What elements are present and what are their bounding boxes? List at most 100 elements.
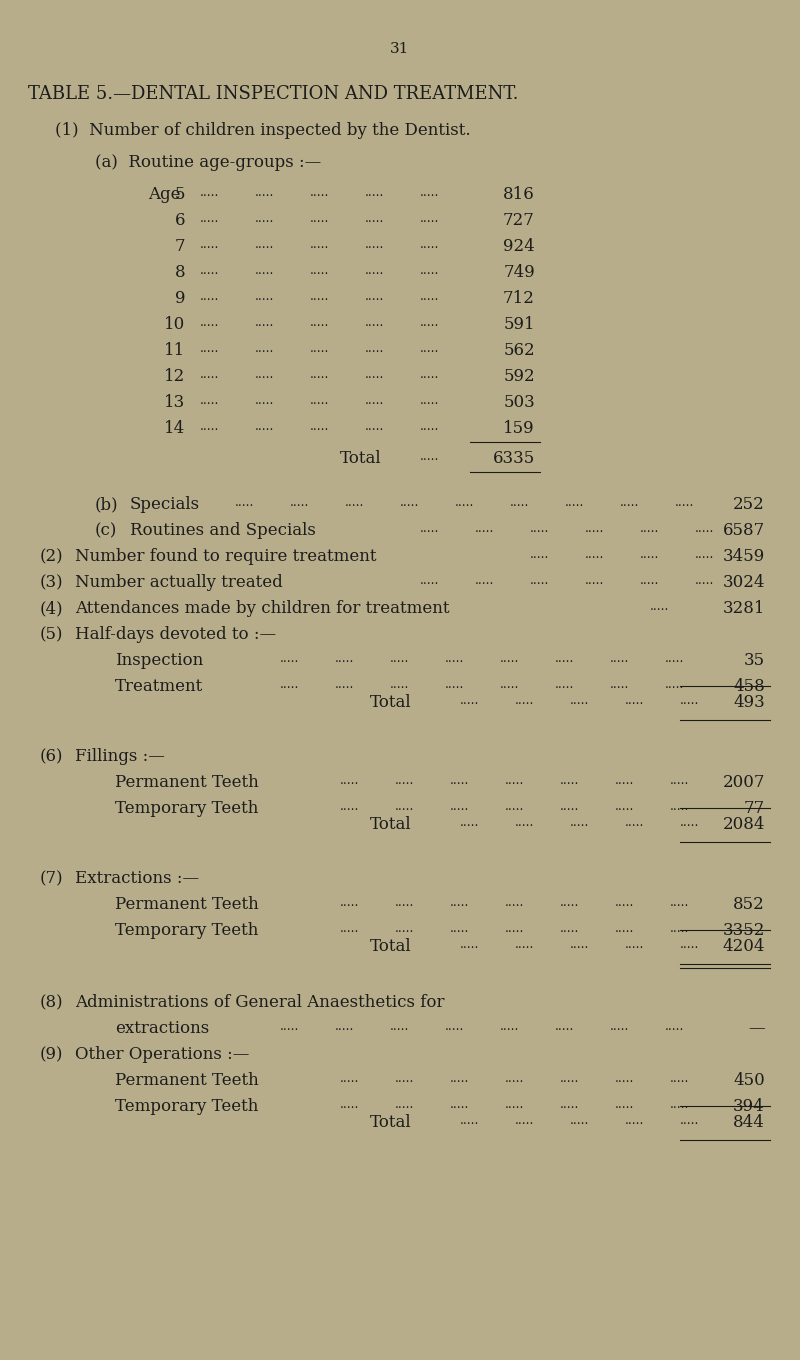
Text: .....: ..... — [585, 548, 604, 560]
Text: .....: ..... — [365, 369, 384, 381]
Text: .....: ..... — [460, 1114, 479, 1127]
Text: 77: 77 — [744, 800, 765, 817]
Text: .....: ..... — [505, 922, 524, 936]
Text: .....: ..... — [310, 316, 330, 329]
Text: .....: ..... — [280, 1020, 299, 1034]
Text: Temporary Teeth: Temporary Teeth — [115, 922, 258, 938]
Text: .....: ..... — [615, 896, 634, 908]
Text: .....: ..... — [420, 238, 439, 252]
Text: .....: ..... — [340, 800, 359, 813]
Text: Specials: Specials — [130, 496, 200, 513]
Text: .....: ..... — [420, 450, 439, 462]
Text: .....: ..... — [390, 679, 410, 691]
Text: 844: 844 — [733, 1114, 765, 1132]
Text: .....: ..... — [570, 694, 590, 707]
Text: .....: ..... — [365, 341, 384, 355]
Text: .....: ..... — [650, 600, 670, 613]
Text: 503: 503 — [503, 394, 535, 411]
Text: .....: ..... — [200, 186, 219, 199]
Text: .....: ..... — [200, 212, 219, 224]
Text: extractions: extractions — [115, 1020, 210, 1036]
Text: 252: 252 — [734, 496, 765, 513]
Text: 3352: 3352 — [722, 922, 765, 938]
Text: .....: ..... — [335, 679, 354, 691]
Text: .....: ..... — [420, 574, 439, 588]
Text: Half-days devoted to :—: Half-days devoted to :— — [75, 626, 276, 643]
Text: 749: 749 — [503, 264, 535, 282]
Text: .....: ..... — [505, 896, 524, 908]
Text: Number actually treated: Number actually treated — [75, 574, 282, 592]
Text: .....: ..... — [675, 496, 694, 509]
Text: .....: ..... — [625, 938, 644, 951]
Text: (b): (b) — [95, 496, 118, 513]
Text: .....: ..... — [670, 922, 690, 936]
Text: .....: ..... — [640, 574, 659, 588]
Text: .....: ..... — [420, 341, 439, 355]
Text: (7): (7) — [40, 870, 64, 887]
Text: .....: ..... — [420, 420, 439, 432]
Text: .....: ..... — [460, 816, 479, 830]
Text: Temporary Teeth: Temporary Teeth — [115, 1098, 258, 1115]
Text: .....: ..... — [310, 212, 330, 224]
Text: .....: ..... — [585, 574, 604, 588]
Text: .....: ..... — [200, 238, 219, 252]
Text: .....: ..... — [615, 1098, 634, 1111]
Text: .....: ..... — [695, 574, 714, 588]
Text: .....: ..... — [255, 290, 274, 303]
Text: .....: ..... — [625, 816, 644, 830]
Text: .....: ..... — [310, 238, 330, 252]
Text: .....: ..... — [475, 574, 494, 588]
Text: 592: 592 — [503, 369, 535, 385]
Text: .....: ..... — [420, 212, 439, 224]
Text: .....: ..... — [445, 651, 464, 665]
Text: Total: Total — [370, 694, 412, 711]
Text: .....: ..... — [395, 922, 414, 936]
Text: .....: ..... — [335, 1020, 354, 1034]
Text: .....: ..... — [620, 496, 639, 509]
Text: .....: ..... — [610, 679, 630, 691]
Text: .....: ..... — [335, 651, 354, 665]
Text: 394: 394 — [734, 1098, 765, 1115]
Text: .....: ..... — [365, 186, 384, 199]
Text: 712: 712 — [503, 290, 535, 307]
Text: .....: ..... — [345, 496, 364, 509]
Text: .....: ..... — [365, 212, 384, 224]
Text: .....: ..... — [420, 264, 439, 277]
Text: (a)  Routine age-groups :—: (a) Routine age-groups :— — [95, 154, 322, 171]
Text: .....: ..... — [610, 651, 630, 665]
Text: 6: 6 — [174, 212, 185, 228]
Text: 493: 493 — [734, 694, 765, 711]
Text: 9: 9 — [174, 290, 185, 307]
Text: .....: ..... — [420, 369, 439, 381]
Text: 816: 816 — [503, 186, 535, 203]
Text: .....: ..... — [505, 800, 524, 813]
Text: .....: ..... — [505, 1098, 524, 1111]
Text: .....: ..... — [450, 774, 470, 787]
Text: .....: ..... — [420, 522, 439, 534]
Text: .....: ..... — [200, 420, 219, 432]
Text: 924: 924 — [503, 238, 535, 256]
Text: .....: ..... — [200, 316, 219, 329]
Text: .....: ..... — [570, 1114, 590, 1127]
Text: Age: Age — [148, 186, 181, 203]
Text: .....: ..... — [200, 290, 219, 303]
Text: 727: 727 — [503, 212, 535, 228]
Text: .....: ..... — [280, 651, 299, 665]
Text: .....: ..... — [505, 1072, 524, 1085]
Text: .....: ..... — [390, 651, 410, 665]
Text: .....: ..... — [450, 1072, 470, 1085]
Text: Permanent Teeth: Permanent Teeth — [115, 774, 258, 792]
Text: Total: Total — [370, 816, 412, 832]
Text: 159: 159 — [503, 420, 535, 437]
Text: .....: ..... — [450, 922, 470, 936]
Text: Routines and Specials: Routines and Specials — [130, 522, 316, 539]
Text: (5): (5) — [40, 626, 63, 643]
Text: .....: ..... — [665, 651, 684, 665]
Text: Permanent Teeth: Permanent Teeth — [115, 896, 258, 913]
Text: .....: ..... — [565, 496, 584, 509]
Text: .....: ..... — [400, 496, 419, 509]
Text: .....: ..... — [515, 816, 534, 830]
Text: .....: ..... — [625, 694, 644, 707]
Text: .....: ..... — [235, 496, 254, 509]
Text: 591: 591 — [503, 316, 535, 333]
